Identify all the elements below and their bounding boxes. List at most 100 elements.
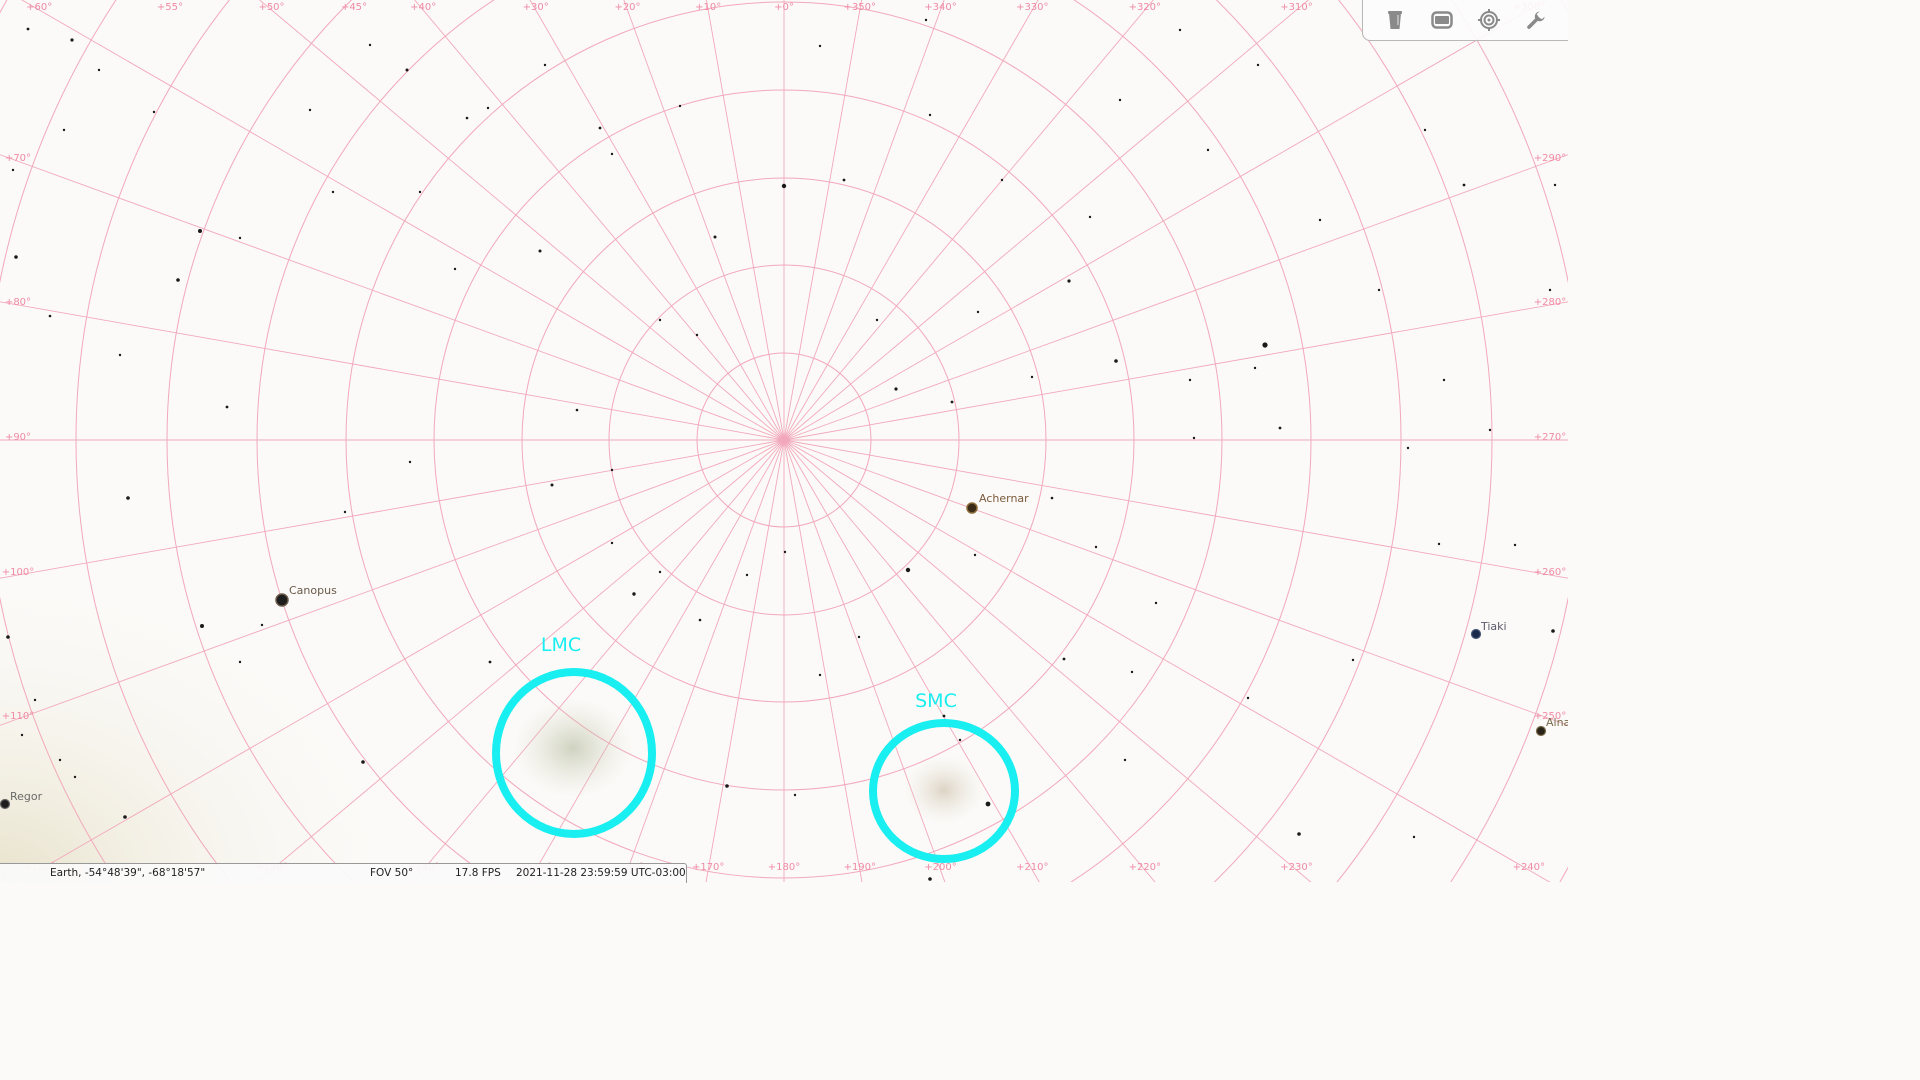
- star-label-tiaki: Tiaki: [1480, 620, 1507, 633]
- field-star: [818, 44, 822, 48]
- screen-icon: [1431, 10, 1453, 29]
- field-star: [123, 815, 127, 819]
- field-star: [698, 618, 702, 622]
- ra-meridian: [783, 439, 1312, 882]
- ra-label: +50°: [258, 2, 284, 13]
- field-star: [343, 510, 347, 514]
- field-star: [418, 190, 422, 194]
- fov-readout[interactable]: FOV 50°: [370, 867, 414, 879]
- field-star: [942, 714, 946, 718]
- field-star: [575, 408, 579, 412]
- location-readout[interactable]: Earth, -54°48'39", -68°18'57": [50, 867, 206, 879]
- lmc-nebulosity: [513, 698, 633, 798]
- field-star: [1256, 63, 1260, 67]
- field-star: [610, 541, 614, 545]
- field-star: [1206, 148, 1210, 152]
- fps-readout: 17.8 FPS: [455, 867, 501, 879]
- milky-way-glow: [0, 560, 420, 882]
- ra-label: +100°: [2, 567, 34, 578]
- field-star: [308, 108, 312, 112]
- star-alna[interactable]: Alna: [1535, 716, 1569, 737]
- star-tiaki[interactable]: Tiaki: [1470, 620, 1507, 640]
- field-star: [486, 106, 490, 110]
- field-star: [550, 483, 554, 487]
- field-star: [488, 660, 492, 664]
- field-star: [1318, 218, 1322, 222]
- ra-label: +210°: [1016, 862, 1048, 873]
- configuration-button[interactable]: [1521, 5, 1551, 35]
- oculars-button[interactable]: [1474, 5, 1504, 35]
- field-star: [781, 183, 787, 189]
- ra-label: +80°: [5, 297, 31, 308]
- field-star: [928, 113, 932, 117]
- field-star: [745, 573, 749, 577]
- field-star: [1188, 378, 1192, 382]
- field-star: [26, 27, 30, 31]
- field-star: [695, 333, 699, 337]
- field-star: [1278, 426, 1282, 430]
- field-star: [1050, 496, 1054, 500]
- ra-label: +350°: [844, 2, 876, 13]
- field-star: [658, 570, 662, 574]
- field-star: [1297, 832, 1301, 836]
- ra-label: +270°: [1534, 432, 1566, 443]
- field-star: [973, 553, 977, 557]
- field-star: [1253, 366, 1257, 370]
- field-star: [176, 278, 180, 282]
- ra-meridian: [783, 0, 1547, 441]
- ra-meridian: [21, 0, 785, 441]
- status-bar: Earth, -54°48'39", -68°18'57" FOV 50° 17…: [0, 863, 687, 883]
- field-star: [97, 68, 101, 72]
- field-star: [225, 405, 229, 409]
- ra-label: +10°: [695, 2, 721, 13]
- ra-meridian: [258, 0, 785, 441]
- field-star: [1067, 279, 1071, 283]
- ra-label: +45°: [341, 2, 367, 13]
- field-star: [985, 801, 991, 807]
- ra-label: +320°: [1129, 2, 1161, 13]
- field-star: [126, 496, 130, 500]
- lmc-circle: [492, 668, 656, 838]
- ra-meridian: [783, 0, 945, 441]
- ra-meridian: [705, 439, 785, 882]
- field-star: [1462, 183, 1466, 187]
- ra-meridian: [783, 0, 863, 441]
- field-star: [1123, 758, 1127, 762]
- ra-meridian: [705, 0, 785, 441]
- ra-label: +190°: [844, 862, 876, 873]
- star-marker: [1470, 628, 1482, 640]
- sky-view[interactable]: +0° +10° +20° +30° +40° +45° +50° +55° +60° +70° +…: [0, 0, 1568, 882]
- star-canopus[interactable]: Canopus: [275, 584, 337, 607]
- datetime-readout[interactable]: 2021-11-28 23:59:59 UTC-03:00: [516, 867, 686, 879]
- field-star: [1178, 28, 1182, 32]
- ra-meridian: [256, 439, 785, 882]
- field-star: [1412, 835, 1416, 839]
- star-achernar[interactable]: Achernar: [966, 492, 1029, 514]
- toolbar: [1362, 0, 1568, 41]
- smc-label: SMC: [915, 690, 957, 712]
- ra-label: +180°: [768, 862, 800, 873]
- field-star: [713, 235, 717, 239]
- field-star: [610, 152, 614, 156]
- ra-meridian: [783, 439, 946, 882]
- field-star: [543, 63, 547, 67]
- lmc-marker[interactable]: LMC: [492, 634, 656, 838]
- field-star: [465, 116, 469, 120]
- script-console-button[interactable]: [1380, 5, 1410, 35]
- ra-meridian: [783, 0, 1310, 441]
- field-star: [875, 318, 879, 322]
- field-star: [905, 567, 911, 573]
- field-star: [238, 236, 242, 240]
- ra-meridian: [783, 439, 1568, 726]
- field-star: [658, 318, 662, 322]
- screen-capture-button[interactable]: [1427, 5, 1457, 35]
- field-star: [1551, 629, 1555, 633]
- ra-meridian: [783, 301, 1568, 441]
- smc-marker[interactable]: SMC: [869, 690, 1019, 863]
- ra-label: +290°: [1534, 153, 1566, 164]
- field-star: [1548, 288, 1552, 292]
- field-star: [924, 18, 928, 22]
- ra-meridian: [783, 439, 1551, 882]
- field-star: [958, 738, 962, 742]
- star-regor[interactable]: Regor: [0, 790, 43, 810]
